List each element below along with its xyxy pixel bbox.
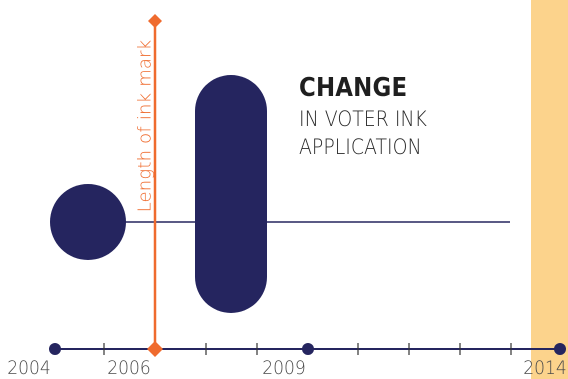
ink-length-bottom-diamond bbox=[147, 341, 163, 357]
dot-ink-mark bbox=[50, 184, 126, 260]
year-label-2009: 2009 bbox=[262, 357, 306, 379]
year-label-2004: 2004 bbox=[7, 357, 51, 379]
title-block: CHANGE IN VOTER INK APPLICATION bbox=[299, 75, 441, 161]
ink-length-top-diamond bbox=[148, 14, 162, 28]
timeline-dot-2009 bbox=[302, 343, 314, 355]
title-line-2: IN VOTER INK bbox=[299, 107, 427, 131]
title-main: CHANGE bbox=[299, 73, 408, 103]
highlight-band-2014 bbox=[531, 0, 568, 379]
title-line-3: APPLICATION bbox=[299, 135, 422, 159]
timeline-dot-2014 bbox=[554, 343, 566, 355]
line-ink-mark bbox=[195, 75, 267, 313]
year-label-2014: 2014 bbox=[523, 357, 567, 379]
timeline-ticks bbox=[103, 343, 512, 355]
ink-mark-length-label: Length of ink mark bbox=[134, 39, 156, 213]
year-label-2006: 2006 bbox=[107, 357, 151, 379]
timeline-dot-2004 bbox=[49, 343, 61, 355]
